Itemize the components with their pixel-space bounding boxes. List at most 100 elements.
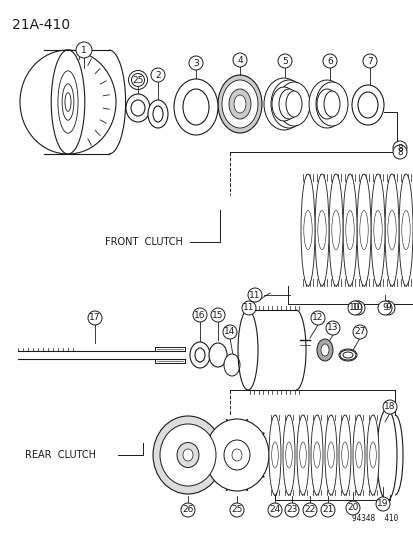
Circle shape (223, 325, 236, 339)
Circle shape (377, 301, 391, 315)
Circle shape (380, 301, 394, 315)
Ellipse shape (315, 82, 347, 126)
Ellipse shape (271, 442, 278, 468)
Circle shape (362, 54, 376, 68)
Text: 20: 20 (347, 504, 358, 513)
Ellipse shape (342, 352, 352, 358)
Circle shape (284, 503, 298, 517)
Ellipse shape (351, 85, 383, 125)
Ellipse shape (300, 174, 314, 286)
Circle shape (320, 503, 334, 517)
Text: 16: 16 (194, 311, 205, 319)
Text: 11: 11 (249, 290, 260, 300)
Ellipse shape (376, 409, 396, 501)
Ellipse shape (218, 75, 261, 133)
Ellipse shape (263, 78, 303, 130)
Circle shape (189, 56, 202, 70)
Text: REAR  CLUTCH: REAR CLUTCH (25, 450, 96, 460)
Ellipse shape (384, 174, 398, 286)
Circle shape (180, 503, 195, 517)
Circle shape (382, 400, 396, 414)
Ellipse shape (299, 442, 306, 468)
Ellipse shape (316, 339, 332, 361)
Ellipse shape (147, 100, 168, 128)
Ellipse shape (285, 442, 292, 468)
Ellipse shape (303, 211, 311, 249)
Text: 9: 9 (381, 303, 387, 312)
Ellipse shape (387, 211, 395, 249)
Ellipse shape (223, 440, 249, 470)
Ellipse shape (401, 211, 409, 249)
Text: 8: 8 (396, 148, 402, 157)
Circle shape (211, 308, 224, 322)
Text: 19: 19 (376, 499, 388, 508)
Ellipse shape (310, 415, 322, 495)
Circle shape (375, 497, 389, 511)
Text: 9: 9 (384, 303, 390, 312)
Ellipse shape (190, 342, 209, 368)
Ellipse shape (338, 415, 350, 495)
Ellipse shape (177, 442, 199, 467)
Ellipse shape (341, 442, 347, 468)
Circle shape (310, 311, 324, 325)
Ellipse shape (355, 442, 361, 468)
Ellipse shape (183, 89, 209, 125)
Text: 2: 2 (155, 70, 160, 79)
Circle shape (302, 503, 316, 517)
Ellipse shape (345, 211, 354, 249)
Text: 25: 25 (132, 76, 143, 85)
Ellipse shape (342, 174, 356, 286)
Ellipse shape (369, 442, 375, 468)
Ellipse shape (398, 174, 412, 286)
Text: 25: 25 (231, 505, 242, 514)
Ellipse shape (209, 343, 226, 367)
Ellipse shape (231, 449, 242, 461)
Ellipse shape (271, 87, 295, 121)
Circle shape (76, 42, 92, 58)
Circle shape (247, 288, 261, 302)
Ellipse shape (282, 415, 294, 495)
Ellipse shape (352, 415, 364, 495)
Ellipse shape (323, 91, 339, 117)
Text: 3: 3 (192, 59, 198, 68)
Text: 4: 4 (237, 55, 242, 64)
Text: 21A-410: 21A-410 (12, 18, 70, 32)
Ellipse shape (308, 80, 344, 128)
Ellipse shape (159, 424, 216, 486)
Ellipse shape (317, 211, 325, 249)
Ellipse shape (316, 89, 336, 119)
Circle shape (345, 501, 359, 515)
Ellipse shape (271, 80, 306, 128)
Circle shape (192, 308, 206, 322)
Text: 10: 10 (351, 303, 363, 312)
Ellipse shape (228, 89, 250, 119)
Ellipse shape (359, 211, 367, 249)
Circle shape (392, 145, 406, 159)
Ellipse shape (327, 442, 333, 468)
Circle shape (88, 311, 102, 325)
Ellipse shape (153, 106, 163, 122)
Ellipse shape (328, 174, 342, 286)
Ellipse shape (338, 349, 356, 361)
Ellipse shape (183, 449, 192, 461)
Text: 26: 26 (182, 505, 193, 514)
Ellipse shape (357, 92, 377, 118)
Text: 21: 21 (322, 505, 333, 514)
Ellipse shape (126, 94, 150, 122)
Text: 1: 1 (81, 45, 87, 54)
Circle shape (325, 321, 339, 335)
Ellipse shape (366, 415, 378, 495)
Circle shape (347, 301, 361, 315)
Text: 94348  410: 94348 410 (351, 514, 397, 523)
Text: 12: 12 (311, 313, 323, 322)
Text: 13: 13 (326, 324, 338, 333)
Ellipse shape (223, 354, 240, 376)
Circle shape (151, 68, 165, 82)
Text: 7: 7 (366, 56, 372, 66)
Ellipse shape (373, 211, 381, 249)
Text: 24: 24 (269, 505, 280, 514)
Ellipse shape (296, 415, 308, 495)
Circle shape (230, 503, 243, 517)
Ellipse shape (153, 416, 223, 494)
Ellipse shape (412, 174, 413, 286)
